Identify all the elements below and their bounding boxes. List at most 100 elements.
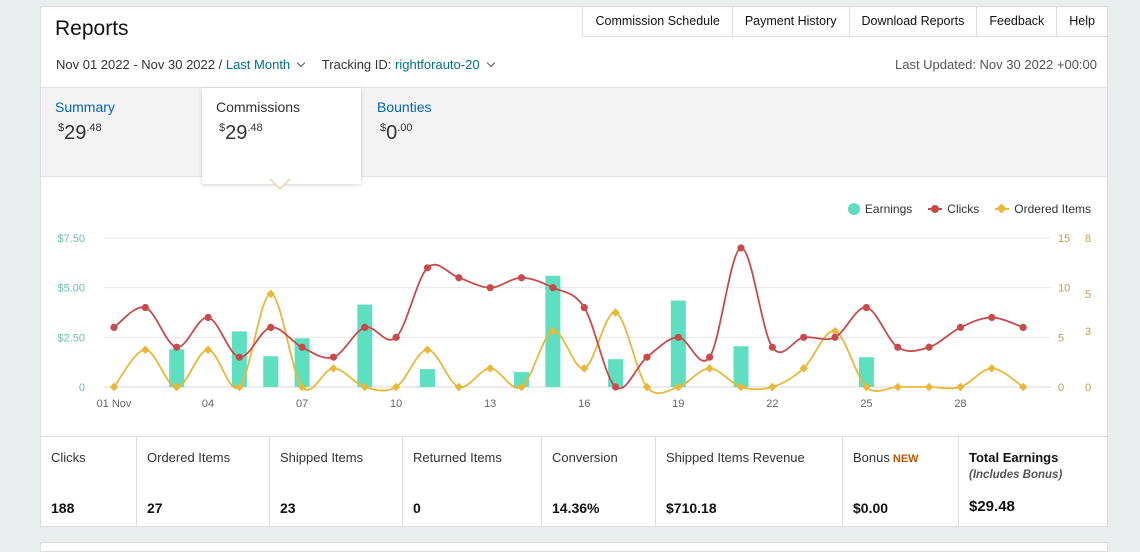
summary-value: 0 (413, 500, 421, 516)
ordered-items-point (423, 345, 432, 354)
report-tabs: Summary $29.48 Commissions $29.48 Bounti… (41, 87, 1107, 184)
summary-label: Clicks (51, 450, 86, 465)
clicks-point (988, 313, 996, 322)
clicks-point (392, 333, 400, 341)
clicks-point (737, 244, 745, 252)
clicks-point (956, 323, 965, 331)
clicks-point (141, 303, 149, 312)
clicks-point (549, 284, 557, 292)
summary-value: $0.00 (853, 500, 889, 516)
summary-total-earnings: Total Earnings (Includes Bonus) $29.48 (959, 437, 1107, 527)
earnings-bar (294, 338, 310, 387)
earnings-bar (733, 346, 749, 387)
date-range: Nov 01 2022 - Nov 30 2022 (56, 57, 215, 72)
clicks-point (423, 264, 432, 272)
legend-clicks[interactable]: Clicks (928, 202, 979, 216)
tab-amount: $29.48 (58, 122, 102, 144)
top-links: Commission Schedule Payment History Down… (582, 6, 1108, 37)
clicks-point (831, 333, 839, 341)
summary-shipped-items: Shipped Items 23 (270, 437, 403, 527)
y-left-tick-label: 0 (79, 382, 85, 394)
ordered-items-point (862, 382, 871, 392)
y-left-tick-label: $2.50 (57, 332, 85, 344)
summary-value: $710.18 (666, 500, 717, 516)
feedback-link[interactable]: Feedback (977, 6, 1058, 36)
summary-label: Conversion (552, 450, 618, 465)
clicks-point (862, 303, 871, 312)
clicks-point (674, 333, 682, 341)
legend-ordered-items[interactable]: Ordered Items (995, 202, 1091, 216)
earnings-bar (263, 356, 279, 387)
x-tick-label: 25 (860, 398, 872, 410)
ordered-items-line (113, 292, 1024, 395)
next-card-edge (40, 542, 1108, 552)
last-updated: Last Updated: Nov 30 2022 +00:00 (894, 57, 1097, 72)
summary-sublabel: (Includes Bonus) (969, 469, 1063, 481)
tab-bounties[interactable]: Bounties $0.00 (363, 88, 523, 178)
ordered-items-point (172, 382, 181, 392)
new-badge: NEW (892, 453, 919, 465)
chevron-down-icon[interactable] (486, 58, 495, 68)
ordered-items-swatch (995, 203, 1010, 214)
ordered-items-point (956, 382, 965, 392)
clicks-point (329, 353, 338, 361)
y-right-ordered-tick-label: 3 (1085, 326, 1091, 338)
tab-amount: $29.48 (219, 122, 263, 144)
legend-earnings[interactable]: Earnings (847, 202, 912, 216)
ordered-items-point (580, 364, 589, 373)
period-dropdown[interactable]: Last Month (225, 57, 291, 72)
clicks-point (110, 323, 118, 331)
summary-label: Shipped Items Revenue (666, 450, 805, 465)
tab-summary[interactable]: Summary $29.48 (41, 88, 201, 178)
y-right-clicks-tick-label: 10 (1058, 283, 1070, 295)
y-left-tick-label: $7.50 (57, 233, 85, 245)
x-tick-label: 22 (766, 398, 778, 410)
earnings-bar (357, 304, 373, 387)
clicks-point (894, 343, 902, 351)
tab-label: Commissions (216, 99, 301, 115)
summary-conversion: Conversion 14.36% (542, 437, 656, 527)
clicks-point (235, 353, 243, 361)
earnings-bar (670, 300, 686, 387)
tab-commissions[interactable]: Commissions $29.48 (202, 88, 361, 184)
summary-label: Bonus NEW (853, 450, 919, 465)
ordered-items-point (799, 364, 808, 373)
clicks-point (800, 333, 808, 341)
date-separator: / (215, 57, 226, 72)
clicks-point (706, 353, 714, 361)
payment-history-link[interactable]: Payment History (733, 6, 850, 36)
clicks-point (173, 343, 181, 351)
download-reports-link[interactable]: Download Reports (850, 6, 978, 36)
summary-label: Shipped Items (280, 450, 364, 465)
chevron-down-icon[interactable] (296, 58, 306, 68)
ordered-items-point (705, 364, 714, 373)
ordered-items-point (454, 382, 464, 392)
commission-schedule-link[interactable]: Commission Schedule (583, 6, 733, 36)
clicks-point (643, 353, 651, 361)
help-link[interactable]: Help (1057, 6, 1108, 36)
page-title: Reports (55, 17, 129, 40)
summary-clicks: Clicks 188 (41, 437, 137, 527)
earnings-bar (608, 359, 624, 387)
ordered-items-point (987, 364, 997, 373)
filter-bar: Nov 01 2022 - Nov 30 2022 / Last Month T… (56, 57, 500, 72)
tab-label: Summary (55, 99, 115, 115)
tracking-id-dropdown[interactable]: rightforauto-20 (395, 57, 480, 72)
ordered-items-point (235, 382, 244, 392)
earnings-bar (420, 369, 435, 387)
ordered-items-point (517, 382, 526, 392)
y-right-ordered-tick-label: 8 (1085, 233, 1091, 245)
y-right-clicks-tick-label: 15 (1058, 233, 1070, 245)
x-tick-label: 07 (296, 398, 308, 410)
clicks-line (113, 247, 1024, 390)
y-right-clicks-tick-label: 0 (1058, 382, 1064, 394)
summary-value: 27 (147, 500, 163, 516)
y-right-clicks-tick-label: 5 (1058, 332, 1064, 344)
y-right-ordered-tick-label: 0 (1085, 382, 1091, 394)
summary-label: Returned Items (413, 450, 502, 465)
ordered-items-point (360, 382, 370, 392)
x-tick-label: 19 (672, 398, 684, 410)
ordered-items-point (611, 308, 620, 317)
clicks-swatch (928, 204, 943, 214)
earnings-bar (169, 349, 185, 387)
